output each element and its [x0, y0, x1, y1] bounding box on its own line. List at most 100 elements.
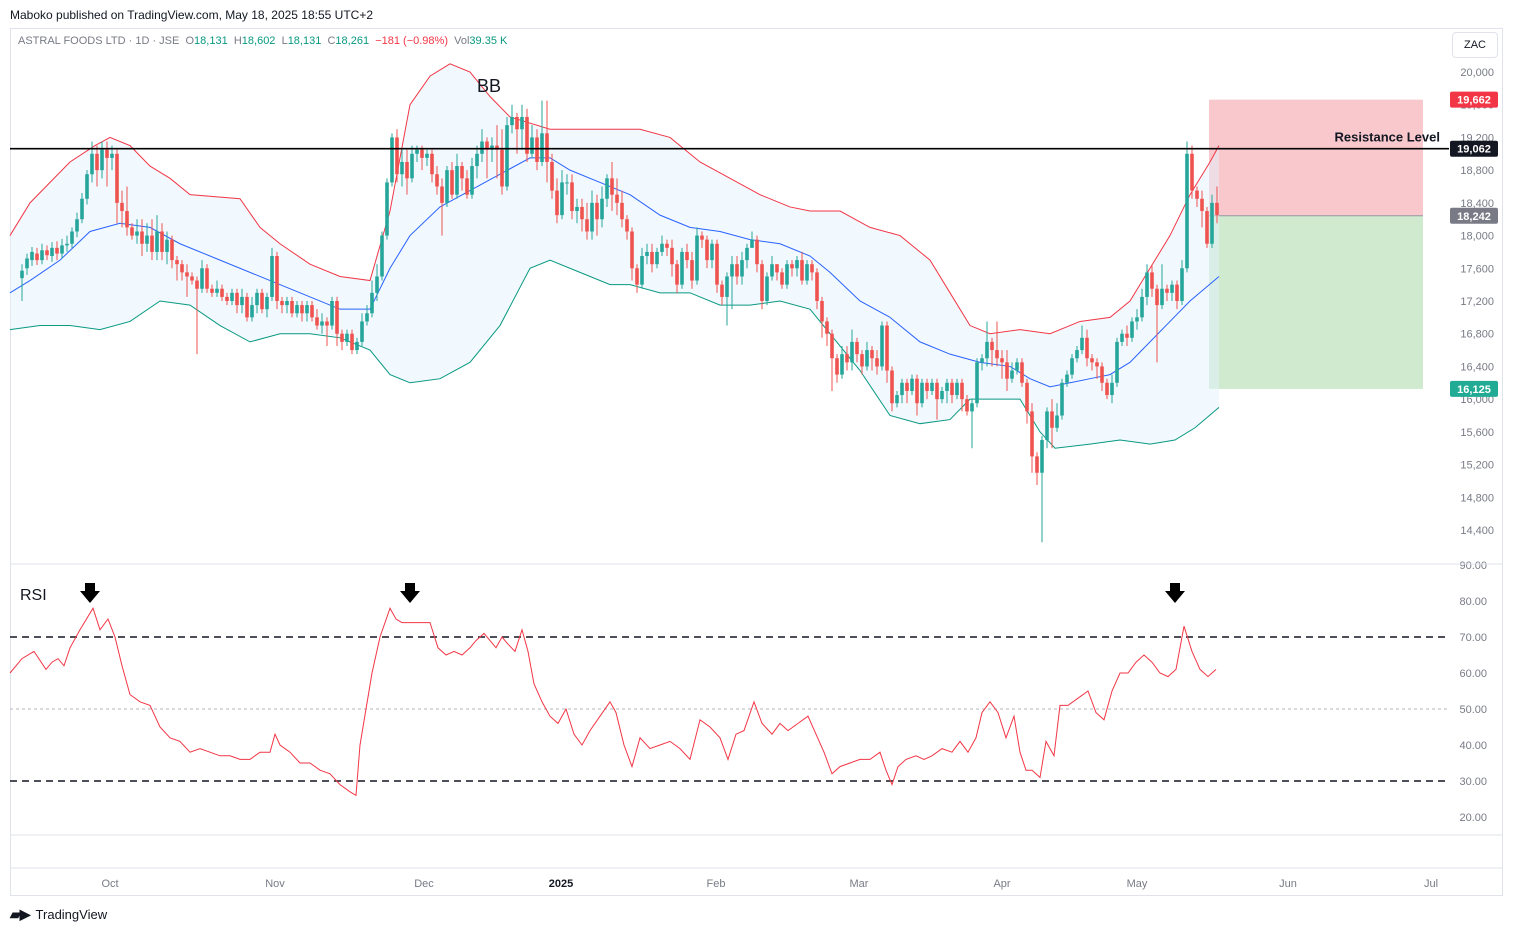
candle[interactable]: [1020, 358, 1024, 387]
candle[interactable]: [1155, 284, 1159, 363]
candle[interactable]: [335, 296, 339, 346]
candle[interactable]: [1045, 407, 1049, 449]
candle[interactable]: [785, 260, 789, 289]
candle[interactable]: [565, 174, 569, 195]
candle[interactable]: [820, 296, 824, 338]
candle[interactable]: [755, 235, 759, 273]
candle[interactable]: [440, 178, 444, 236]
candle[interactable]: [770, 256, 774, 281]
candle[interactable]: [255, 288, 259, 314]
candle[interactable]: [915, 374, 919, 416]
candle[interactable]: [75, 212, 79, 238]
candle[interactable]: [545, 100, 549, 183]
candle[interactable]: [350, 329, 354, 355]
candle[interactable]: [985, 321, 989, 367]
candle[interactable]: [1095, 358, 1099, 379]
candle[interactable]: [25, 253, 29, 275]
symbol-name[interactable]: ASTRAL FOODS LTD · 1D · JSE: [18, 35, 180, 47]
currency-button[interactable]: ZAC: [1452, 32, 1498, 58]
candle[interactable]: [1050, 399, 1054, 449]
candle[interactable]: [1135, 309, 1139, 330]
candle[interactable]: [1100, 362, 1104, 391]
candle[interactable]: [590, 190, 594, 240]
candle[interactable]: [1200, 190, 1204, 228]
candle[interactable]: [535, 129, 539, 171]
candle[interactable]: [40, 243, 44, 265]
candle[interactable]: [480, 129, 484, 162]
candle[interactable]: [225, 292, 229, 306]
candle[interactable]: [840, 345, 844, 379]
candle[interactable]: [1005, 350, 1009, 391]
candle[interactable]: [395, 129, 399, 183]
candle[interactable]: [265, 292, 269, 318]
candle[interactable]: [935, 378, 939, 420]
candle[interactable]: [275, 251, 279, 310]
candle[interactable]: [1060, 378, 1064, 420]
candle[interactable]: [1070, 354, 1074, 379]
candle[interactable]: [325, 317, 329, 346]
candle[interactable]: [990, 337, 994, 367]
candle[interactable]: [360, 313, 364, 346]
candle[interactable]: [1035, 452, 1039, 486]
candle[interactable]: [880, 321, 884, 371]
candle[interactable]: [900, 378, 904, 404]
candle[interactable]: [1105, 378, 1109, 400]
candle[interactable]: [850, 329, 854, 371]
candle[interactable]: [600, 186, 604, 228]
candle[interactable]: [945, 378, 949, 404]
candle[interactable]: [110, 145, 114, 171]
candle[interactable]: [365, 305, 369, 326]
candle[interactable]: [640, 247, 644, 289]
candle[interactable]: [645, 243, 649, 265]
candle[interactable]: [420, 145, 424, 171]
candle[interactable]: [1215, 186, 1219, 224]
candle[interactable]: [190, 272, 194, 285]
candle[interactable]: [220, 284, 224, 301]
candle[interactable]: [135, 219, 139, 244]
candle[interactable]: [470, 157, 474, 199]
candle[interactable]: [1170, 280, 1174, 301]
candle[interactable]: [1125, 325, 1129, 346]
candle[interactable]: [620, 190, 624, 228]
candle[interactable]: [340, 329, 344, 351]
candle[interactable]: [305, 301, 309, 322]
candle[interactable]: [215, 280, 219, 297]
candle[interactable]: [370, 280, 374, 318]
candle[interactable]: [205, 264, 209, 293]
candle[interactable]: [20, 264, 24, 301]
candle[interactable]: [895, 390, 899, 408]
candle[interactable]: [1160, 264, 1164, 310]
candle[interactable]: [80, 193, 84, 224]
candle[interactable]: [720, 280, 724, 306]
candle[interactable]: [865, 341, 869, 371]
candle[interactable]: [280, 296, 284, 314]
candle[interactable]: [780, 268, 784, 289]
candle[interactable]: [630, 227, 634, 281]
candle[interactable]: [180, 260, 184, 281]
take-profit-zone[interactable]: [1209, 215, 1423, 389]
candle[interactable]: [515, 112, 519, 154]
candle[interactable]: [465, 170, 469, 199]
candle[interactable]: [745, 243, 749, 269]
candle[interactable]: [1195, 186, 1199, 207]
candle[interactable]: [140, 219, 144, 257]
candle[interactable]: [855, 337, 859, 363]
candle[interactable]: [245, 292, 249, 322]
candle[interactable]: [510, 104, 514, 134]
candle[interactable]: [730, 256, 734, 310]
candle[interactable]: [795, 256, 799, 277]
candle[interactable]: [905, 378, 909, 404]
candle[interactable]: [610, 161, 614, 212]
candle[interactable]: [330, 296, 334, 330]
candle[interactable]: [170, 235, 174, 269]
candle[interactable]: [775, 264, 779, 281]
candle[interactable]: [400, 149, 404, 187]
candle[interactable]: [1085, 329, 1089, 367]
candle[interactable]: [485, 137, 489, 179]
candle[interactable]: [970, 399, 974, 449]
candle[interactable]: [250, 296, 254, 322]
candle[interactable]: [550, 153, 554, 199]
candle[interactable]: [1075, 345, 1079, 363]
candle[interactable]: [690, 251, 694, 289]
